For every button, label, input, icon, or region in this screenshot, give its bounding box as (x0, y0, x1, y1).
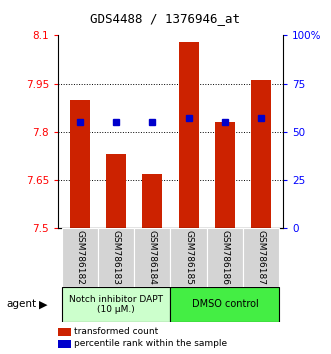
Text: GSM786183: GSM786183 (112, 230, 120, 285)
Text: percentile rank within the sample: percentile rank within the sample (74, 339, 227, 348)
Bar (98, 228, 134, 287)
Bar (243, 228, 279, 287)
Text: transformed count: transformed count (74, 327, 158, 336)
Text: GSM786185: GSM786185 (184, 230, 193, 285)
Bar (142, 174, 162, 228)
Text: Notch inhibitor DAPT
(10 μM.): Notch inhibitor DAPT (10 μM.) (69, 295, 163, 314)
Text: GSM786184: GSM786184 (148, 230, 157, 285)
Bar (62, 228, 98, 287)
Bar (106, 154, 126, 228)
Bar (215, 122, 235, 228)
Bar (62, 287, 170, 322)
Bar (134, 228, 170, 287)
Text: ▶: ▶ (39, 299, 47, 309)
Text: agent: agent (7, 299, 37, 309)
Text: GSM786187: GSM786187 (257, 230, 266, 285)
Bar (70, 100, 90, 228)
Text: GSM786186: GSM786186 (220, 230, 229, 285)
Bar (251, 80, 271, 228)
Bar (170, 228, 207, 287)
Bar (207, 228, 243, 287)
Text: GSM786182: GSM786182 (75, 230, 84, 285)
Bar (179, 42, 199, 228)
Bar (170, 287, 279, 322)
Text: DMSO control: DMSO control (192, 299, 258, 309)
Text: GDS4488 / 1376946_at: GDS4488 / 1376946_at (90, 12, 241, 25)
